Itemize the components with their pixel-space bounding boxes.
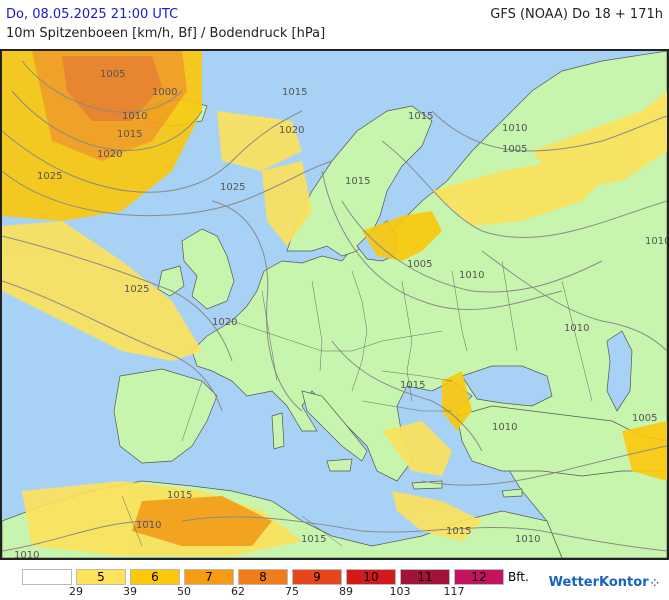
legend-unit: Bft. [508,570,529,584]
legend-swatch-10: 10 [346,569,396,585]
legend-tick-kmh: 75 [285,585,299,598]
isobar-label: 1010 [122,111,147,122]
isobar-label: 1020 [279,125,304,136]
dots-icon: ⁘ [650,578,659,589]
legend-swatch-12: 12 [454,569,504,585]
isobar-label: 1010 [515,534,540,545]
legend-tick-kmh: 103 [389,585,411,598]
gust-shading [2,51,667,556]
wetterkontor-logo[interactable]: WetterKontor ⁘ [549,575,659,590]
isobar-label: 1015 [282,87,307,98]
isobar-label: 1015 [117,129,142,140]
country-borders [121,260,593,547]
isobar-label: 1010 [502,123,527,134]
isobar-label: 1010 [492,422,517,433]
isobar-label: 1015 [408,111,433,122]
isobar-label: 1015 [301,534,326,545]
isobar-label: 1015 [446,526,471,537]
isobar-label: 1005 [100,69,125,80]
legend-swatch-9: 9 [292,569,342,585]
isobar-label: 1010 [459,270,484,281]
isobar-label: 1010 [14,550,39,558]
isobar-label: 1005 [407,259,432,270]
isobar-label: 1015 [167,490,192,501]
isobar-label: 1010 [136,520,161,531]
isobar-label: 1010 [645,236,667,247]
isobar-label: 1005 [632,413,657,424]
isobar-label: 1025 [124,284,149,295]
isobar-label: 1015 [400,380,425,391]
isobar-label: 1015 [345,176,370,187]
legend-swatch-11: 11 [400,569,450,585]
weather-map: 1005 1000 1010 1015 1020 1025 1015 1020 … [0,49,669,560]
forecast-datetime: Do, 08.05.2025 21:00 UTC [6,7,179,22]
logo-text: WetterKontor [548,575,649,590]
legend-tick-kmh: 29 [69,585,83,598]
legend-swatch-7: 7 [184,569,234,585]
legend-swatch [22,569,72,585]
legend-tick-kmh: 50 [177,585,191,598]
isobar-label: 1010 [564,323,589,334]
legend-tick-kmh: 62 [231,585,245,598]
isobar-label: 1005 [502,144,527,155]
legend-tick-kmh: 89 [339,585,353,598]
parameter-title: 10m Spitzenboeen [km/h, Bf] / Bodendruck… [6,26,326,41]
isobar-label: 1020 [212,317,237,328]
model-run-label: GFS (NOAA) Do 18 + 171h [490,7,663,22]
isobar-label: 1000 [152,87,177,98]
legend-tick-kmh: 117 [443,585,465,598]
legend-tick-kmh: 39 [123,585,137,598]
isobars [2,60,667,552]
isobar-label: 1020 [97,149,122,160]
isobar-label: 1025 [220,182,245,193]
legend-swatch-8: 8 [238,569,288,585]
legend-swatch-5: 5 [76,569,126,585]
isobar-labels: 1005 1000 1010 1015 1020 1025 1015 1020 … [14,69,667,558]
isobar-label: 1025 [37,171,62,182]
legend-swatch-6: 6 [130,569,180,585]
